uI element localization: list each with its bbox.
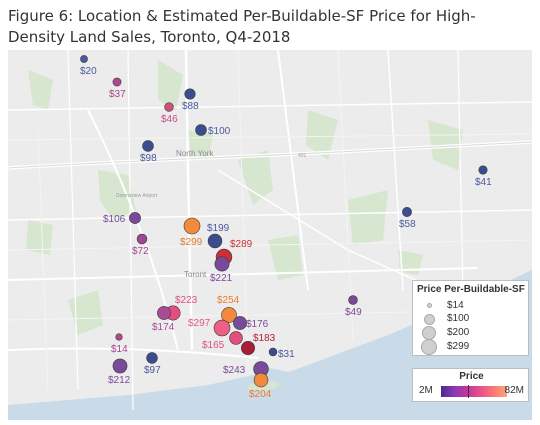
- price-label: $289: [230, 239, 253, 250]
- price-label: $299: [180, 237, 203, 248]
- color-legend-title: Price: [459, 371, 484, 382]
- size-legend-dot: [427, 303, 432, 308]
- size-legend-dot: [421, 339, 437, 355]
- size-legend-label: $200: [447, 327, 470, 338]
- price-label: $46: [161, 114, 178, 125]
- road-network: [8, 50, 532, 411]
- land-sale-marker[interactable]: [195, 124, 207, 136]
- land-sale-marker[interactable]: [115, 333, 123, 341]
- color-legend: Price 2M 82M: [412, 368, 529, 402]
- price-label: $97: [144, 365, 161, 376]
- land-sale-marker[interactable]: [229, 331, 243, 345]
- land-sale-marker[interactable]: [80, 55, 88, 63]
- land-sale-marker[interactable]: [268, 347, 278, 357]
- size-legend-dot: [422, 326, 436, 340]
- map-canvas: North York Toront Downsview Airport 401 …: [8, 50, 532, 420]
- land-sale-marker[interactable]: [214, 256, 230, 272]
- land-sale-marker[interactable]: [164, 102, 174, 112]
- land-sale-marker[interactable]: [142, 140, 154, 152]
- price-points-layer: $20 $37 $88 $46 $100 $98 $41 $58 $106 $72 $299 $199…: [80, 55, 492, 400]
- size-legend-row: $299: [417, 339, 525, 355]
- color-legend-max: 82M: [504, 385, 524, 396]
- size-legend-label: $299: [447, 341, 470, 352]
- land-sale-marker[interactable]: [157, 306, 171, 320]
- price-label: $88: [182, 101, 199, 112]
- price-label: $49: [345, 307, 362, 318]
- price-label: $254: [217, 295, 240, 306]
- highway-label: 401: [298, 153, 307, 159]
- land-sale-marker[interactable]: [213, 319, 231, 337]
- land-sale-marker[interactable]: [348, 295, 358, 305]
- price-label: $100: [208, 126, 231, 137]
- price-label: $31: [278, 349, 295, 360]
- price-label: $183: [253, 333, 276, 344]
- land-sale-marker[interactable]: [233, 316, 247, 330]
- land-sale-marker[interactable]: [112, 77, 122, 87]
- price-label: $223: [175, 295, 198, 306]
- land-sale-marker[interactable]: [112, 358, 128, 374]
- size-legend-title: Price Per-Buildable-SF: [417, 284, 525, 295]
- size-legend-row: $200: [417, 326, 525, 340]
- price-label: $297: [188, 318, 211, 329]
- color-gradient-bar: [441, 386, 507, 397]
- north-york-label: North York: [176, 149, 214, 158]
- price-label: $165: [202, 340, 225, 351]
- map-view[interactable]: North York Toront Downsview Airport 401 …: [8, 50, 532, 420]
- price-label: $72: [132, 246, 149, 257]
- price-label: $174: [152, 322, 175, 333]
- downsview-label: Downsview Airport: [116, 193, 158, 199]
- land-sale-marker[interactable]: [184, 88, 196, 100]
- price-label: $41: [475, 177, 492, 188]
- price-label: $14: [111, 344, 128, 355]
- price-label: $58: [399, 219, 416, 230]
- lake-ontario: [8, 270, 532, 420]
- price-label: $243: [223, 365, 246, 376]
- size-legend-row: $14: [417, 300, 525, 312]
- price-label: $176: [246, 319, 269, 330]
- land-sale-marker[interactable]: [253, 372, 269, 388]
- size-legend-row: $100: [417, 313, 525, 325]
- land-sale-marker[interactable]: [207, 233, 223, 249]
- land-sale-marker[interactable]: [129, 212, 141, 224]
- price-label: $212: [108, 375, 131, 386]
- price-label: $20: [80, 66, 97, 77]
- land-sale-marker[interactable]: [478, 165, 488, 175]
- land-sale-marker[interactable]: [146, 352, 158, 364]
- price-label: $204: [249, 389, 272, 400]
- land-sale-marker[interactable]: [241, 341, 255, 355]
- color-legend-marker: [468, 385, 469, 398]
- toronto-label: Toront: [184, 270, 207, 279]
- price-label: $221: [210, 273, 233, 284]
- size-legend-label: $14: [447, 300, 464, 311]
- size-legend-dot: [424, 314, 435, 325]
- park-areas: [26, 60, 463, 335]
- size-legend: Price Per-Buildable-SF $14 $100 $200 $29…: [412, 280, 529, 356]
- price-label: $106: [103, 214, 126, 225]
- figure-title: Figure 6: Location & Estimated Per-Build…: [8, 7, 476, 46]
- land-sale-marker[interactable]: [221, 307, 237, 323]
- price-label: $98: [140, 153, 157, 164]
- color-legend-min: 2M: [419, 385, 433, 396]
- land-sale-marker[interactable]: [136, 233, 148, 245]
- size-legend-label: $100: [447, 313, 470, 324]
- price-label: $199: [207, 223, 230, 234]
- land-sale-marker[interactable]: [183, 217, 201, 235]
- land-sale-marker[interactable]: [402, 207, 412, 217]
- price-label: $37: [109, 89, 126, 100]
